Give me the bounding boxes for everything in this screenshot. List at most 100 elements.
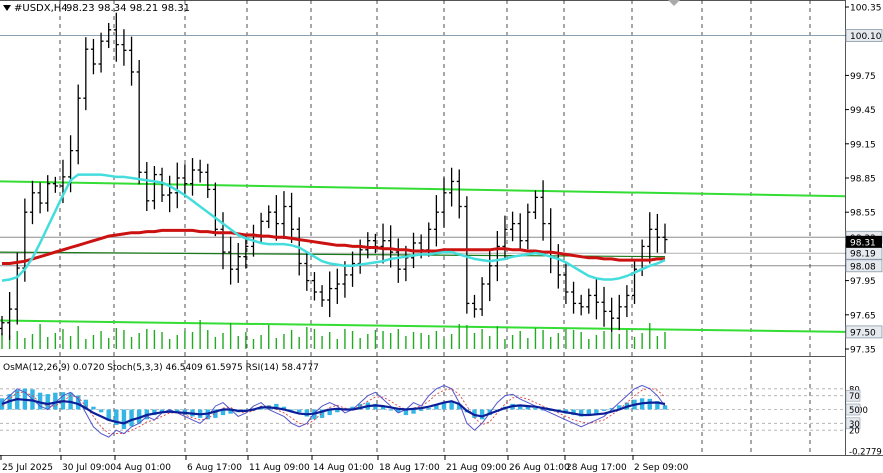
osma-histogram-bar [373, 403, 378, 410]
osma-histogram-bar [152, 409, 157, 416]
osma-histogram-bar [434, 405, 439, 410]
osma-histogram-bar [220, 409, 226, 416]
price-tick-label: 100.35 [850, 4, 882, 14]
osma-histogram-bar [53, 392, 58, 410]
osma-histogram-bar [297, 409, 302, 413]
time-tick-label: 30 Jul 09:00 [62, 463, 116, 473]
indicator-tick-label: 70 [849, 392, 860, 402]
price-tick-label: 100.10 [850, 32, 882, 42]
indicator-tick-label: 30 [849, 420, 860, 430]
horizontal-levels [0, 35, 846, 333]
price-tick-label: 98.85 [850, 175, 876, 185]
price-tick-label: 98.08 [850, 262, 876, 272]
current-price-label: 98.31 [850, 238, 876, 248]
indicator-tick-label: -0.2779 [849, 448, 882, 458]
time-tick-label: 25 Jul 2025 [2, 463, 53, 473]
moving-averages [1, 173, 666, 282]
osma-histogram-bar [609, 408, 614, 410]
indicator-label: OsMA(12,26,9) 0.0720 Stoch(5,3,3) 46.540… [3, 363, 319, 373]
osma-histogram-bar [601, 409, 607, 411]
osma-histogram-bar [304, 409, 310, 417]
osma-histogram-bar [449, 401, 454, 410]
osma-histogram-bar [106, 409, 111, 421]
osma-histogram-bar [357, 403, 363, 410]
time-axis: 25 Jul 2025 30 Jul 09:00 4 Aug 01:00 6 Aug … [0, 455, 689, 473]
osma-histogram-bar [525, 406, 531, 410]
osma-histogram-bar [441, 402, 447, 410]
price-tick-label: 97.65 [850, 311, 876, 321]
ma-red-line [2, 228, 665, 265]
osma-histogram-bar [662, 405, 668, 410]
osma-histogram-bar [350, 406, 355, 410]
time-tick-label: 6 Aug 17:00 [187, 463, 242, 473]
time-tick-label: 4 Aug 01:00 [116, 463, 171, 473]
current-price-box [846, 235, 882, 248]
osma-histogram-bar [167, 409, 172, 411]
osma-histogram-bar [76, 395, 81, 410]
price-tick-label: 97.95 [850, 277, 876, 287]
osma-histogram-bar [98, 409, 104, 413]
indicator-label-box [845, 417, 861, 430]
ma-cyan-line [1, 173, 666, 282]
upper-channel-line [0, 180, 846, 198]
price-label-box [845, 259, 883, 273]
osma-histogram-bar [571, 409, 576, 416]
lower-channel-line [0, 319, 846, 333]
osma-histogram-bar [37, 392, 43, 410]
time-tick-label: 18 Aug 17:00 [379, 463, 440, 473]
osma-histogram-bar [83, 399, 89, 410]
indicator-panel [0, 384, 845, 438]
osma-histogram-bar [327, 409, 332, 416]
vertical-grid [59, 0, 811, 455]
osma-histogram-bar [418, 409, 424, 411]
osma-histogram-bar [518, 405, 523, 410]
osma-histogram-bar [91, 406, 96, 410]
time-tick-label: 26 Aug 01:00 [509, 463, 570, 473]
osma-histogram-bar [617, 405, 622, 410]
osma-histogram-bar [411, 409, 416, 414]
osma-histogram-bar [655, 401, 660, 410]
osma-histogram-bar [129, 409, 134, 427]
osma-histogram-bar [403, 409, 409, 416]
price-tick-label: 99.15 [850, 140, 876, 150]
one-click-trading-icon[interactable] [668, 0, 680, 6]
mid-trend-line [0, 251, 666, 258]
time-tick-label: 2 Sep 09:00 [634, 463, 689, 473]
osma-histogram-bar [380, 406, 386, 410]
price-axis: 100.35 100.10 99.75 99.45 99.15 98.85 98.55 98.… [845, 4, 883, 356]
stoch-main-line [1, 384, 666, 438]
price-tick-label: 99.45 [850, 106, 876, 116]
time-tick-label: 28 Aug 17:00 [566, 463, 627, 473]
osma-histogram-bar [159, 409, 165, 413]
osma-histogram-bar [479, 409, 485, 420]
symbol-dropdown-icon[interactable] [3, 5, 11, 11]
osma-histogram-bar [335, 409, 340, 413]
symbol-label: #USDX,H4 [14, 3, 68, 14]
indicator-tick-label: 50 [849, 406, 860, 416]
time-tick-label: 11 Aug 09:00 [249, 463, 310, 473]
volume-bars [1, 320, 666, 349]
indicator-label-box [845, 389, 861, 402]
osma-histogram-bar [121, 409, 127, 430]
osma-histogram-bar [647, 398, 652, 410]
osma-histogram-bar [533, 408, 538, 410]
osma-histogram-bar [289, 409, 294, 411]
time-tick-label: 14 Aug 01:00 [313, 463, 374, 473]
price-tick-label: 97.35 [850, 346, 876, 356]
osma-histogram-bar [472, 409, 477, 418]
osma-histogram-bar [457, 403, 462, 410]
price-tick-label: 99.75 [850, 72, 876, 82]
osma-histogram-bar [586, 409, 591, 416]
osma-histogram-bar [594, 409, 599, 414]
osma-histogram-bar [274, 403, 279, 410]
osma-histogram-bar [175, 409, 180, 413]
osma-histogram-bar [426, 408, 431, 410]
price-bars [0, 12, 668, 340]
indicator-axis: 80700.00503020-0.2779 [845, 385, 882, 458]
osma-histogram-bar [213, 409, 218, 418]
rsi-line [1, 397, 666, 425]
osma-histogram-bar [578, 409, 584, 417]
osma-histogram-bar [396, 409, 401, 413]
